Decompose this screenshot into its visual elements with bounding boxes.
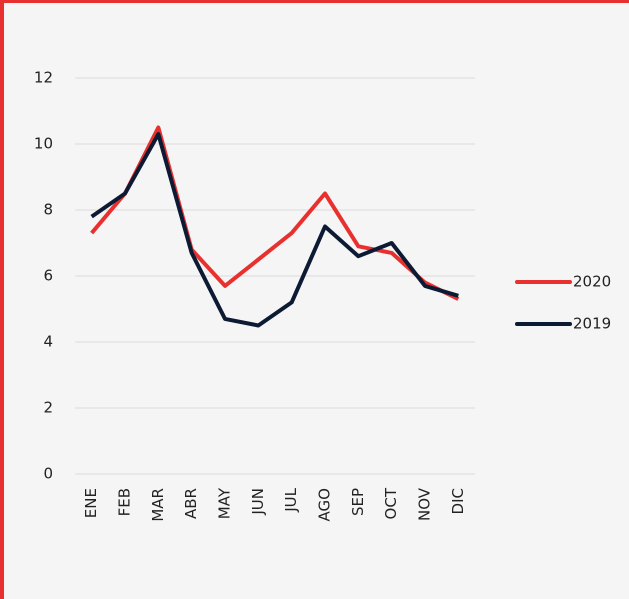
x-tick-label: MAY [216, 487, 234, 519]
x-tick-label: FEB [116, 488, 134, 516]
y-tick-label: 2 [43, 399, 53, 417]
x-tick-label: MAR [149, 488, 167, 522]
x-tick-label: AGO [316, 488, 334, 521]
y-tick-label: 0 [43, 465, 53, 483]
x-tick-label: JUL [282, 487, 300, 512]
legend-label: 2020 [573, 273, 611, 291]
y-tick-label: 8 [43, 201, 53, 219]
x-tick-label: NOV [416, 487, 434, 521]
y-tick-label: 10 [34, 135, 53, 153]
top-border [0, 0, 629, 3]
x-tick-label: ABR [182, 488, 200, 519]
x-tick-label: JUN [249, 488, 267, 516]
y-tick-label: 6 [43, 267, 53, 285]
left-border [0, 0, 4, 599]
x-tick-label: OCT [382, 487, 400, 519]
x-tick-label: SEP [349, 488, 367, 516]
line-series [90, 125, 460, 301]
legend-label: 2019 [573, 315, 611, 333]
line-series [90, 132, 459, 328]
y-tick-label: 4 [43, 333, 53, 351]
x-tick-label: ENE [82, 488, 100, 518]
x-tick-label: DIC [449, 488, 467, 514]
y-tick-label: 12 [34, 69, 53, 87]
